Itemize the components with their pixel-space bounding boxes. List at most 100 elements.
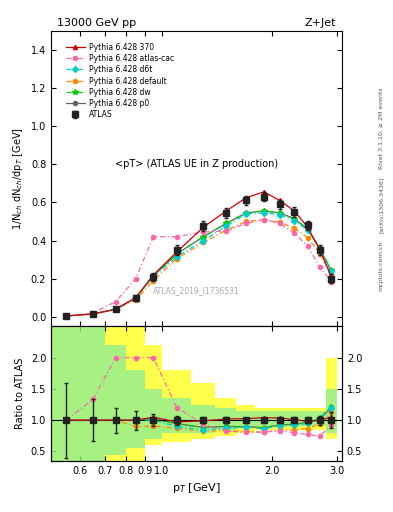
Line: Pythia 6.428 atlas-cac: Pythia 6.428 atlas-cac xyxy=(64,218,333,318)
Pythia 6.428 dw xyxy=(244,210,248,216)
Pythia 6.428 dw xyxy=(329,267,334,273)
Bar xyxy=(287,408,301,430)
Bar xyxy=(255,411,272,426)
Bar xyxy=(80,327,105,461)
Bar xyxy=(326,389,337,433)
Pythia 6.428 370 xyxy=(244,195,248,201)
Pythia 6.428 370 xyxy=(277,198,282,204)
Bar xyxy=(326,358,337,439)
Pythia 6.428 atlas-cac xyxy=(277,220,282,226)
Pythia 6.428 p0 xyxy=(329,268,334,274)
Pythia 6.428 dw xyxy=(305,226,310,232)
Bar xyxy=(191,382,215,439)
Pythia 6.428 d6t xyxy=(329,268,334,274)
Pythia 6.428 default xyxy=(201,240,206,246)
Bar xyxy=(301,408,314,430)
Pythia 6.428 p0 xyxy=(151,273,156,279)
X-axis label: p$_T$ [GeV]: p$_T$ [GeV] xyxy=(172,481,221,495)
Bar xyxy=(51,327,80,461)
Bar xyxy=(237,404,255,433)
Pythia 6.428 p0 xyxy=(305,226,310,232)
Pythia 6.428 dw xyxy=(318,245,322,251)
Pythia 6.428 default xyxy=(90,311,95,317)
Pythia 6.428 atlas-cac xyxy=(305,243,310,249)
Pythia 6.428 p0 xyxy=(174,251,179,257)
Pythia 6.428 370 xyxy=(90,311,95,317)
Bar xyxy=(126,370,145,449)
Pythia 6.428 dw xyxy=(224,220,229,226)
Pythia 6.428 p0 xyxy=(318,246,322,252)
Line: Pythia 6.428 dw: Pythia 6.428 dw xyxy=(64,208,334,318)
Pythia 6.428 p0 xyxy=(261,208,266,214)
Pythia 6.428 atlas-cac xyxy=(224,228,229,234)
Pythia 6.428 370 xyxy=(329,274,334,280)
Bar xyxy=(126,327,145,461)
Pythia 6.428 d6t xyxy=(174,254,179,260)
Pythia 6.428 370 xyxy=(292,208,297,214)
Pythia 6.428 dw xyxy=(64,313,69,319)
Pythia 6.428 370 xyxy=(174,249,179,255)
Pythia 6.428 default xyxy=(64,313,69,319)
Pythia 6.428 default xyxy=(244,219,248,225)
Pythia 6.428 default xyxy=(318,251,322,257)
Pythia 6.428 370 xyxy=(261,189,266,195)
Bar xyxy=(272,408,287,430)
Bar xyxy=(314,408,326,430)
Pythia 6.428 dw xyxy=(90,311,95,317)
Pythia 6.428 default xyxy=(292,225,297,231)
Text: Rivet 3.1.10, ≥ 2M events: Rivet 3.1.10, ≥ 2M events xyxy=(379,87,384,169)
Text: mcplots.cern.ch: mcplots.cern.ch xyxy=(379,241,384,291)
Bar xyxy=(80,327,105,461)
Bar xyxy=(105,345,126,455)
Pythia 6.428 d6t xyxy=(277,212,282,218)
Pythia 6.428 p0 xyxy=(113,306,118,312)
Pythia 6.428 d6t xyxy=(64,313,69,319)
Line: Pythia 6.428 d6t: Pythia 6.428 d6t xyxy=(64,211,333,318)
Pythia 6.428 default xyxy=(113,306,118,312)
Legend: Pythia 6.428 370, Pythia 6.428 atlas-cac, Pythia 6.428 d6t, Pythia 6.428 default: Pythia 6.428 370, Pythia 6.428 atlas-cac… xyxy=(64,40,176,122)
Bar xyxy=(272,411,287,426)
Text: ATLAS_2019_I1736531: ATLAS_2019_I1736531 xyxy=(153,286,240,295)
Pythia 6.428 p0 xyxy=(244,210,248,216)
Bar xyxy=(301,411,314,426)
Bar xyxy=(145,345,162,445)
Y-axis label: Ratio to ATLAS: Ratio to ATLAS xyxy=(15,358,25,429)
Pythia 6.428 dw xyxy=(113,306,118,312)
Pythia 6.428 d6t xyxy=(133,295,138,301)
Pythia 6.428 d6t xyxy=(90,311,95,317)
Pythia 6.428 370 xyxy=(318,247,322,253)
Pythia 6.428 atlas-cac xyxy=(113,298,118,305)
Pythia 6.428 370 xyxy=(113,306,118,312)
Bar xyxy=(215,408,237,430)
Pythia 6.428 atlas-cac xyxy=(329,279,334,285)
Pythia 6.428 dw xyxy=(174,251,179,257)
Pythia 6.428 atlas-cac xyxy=(90,310,95,316)
Pythia 6.428 370 xyxy=(224,208,229,214)
Line: Pythia 6.428 p0: Pythia 6.428 p0 xyxy=(64,209,333,318)
Pythia 6.428 default xyxy=(224,227,229,233)
Pythia 6.428 d6t xyxy=(261,210,266,216)
Bar xyxy=(145,389,162,439)
Pythia 6.428 default xyxy=(174,255,179,262)
Pythia 6.428 p0 xyxy=(90,311,95,317)
Pythia 6.428 atlas-cac xyxy=(64,313,69,319)
Pythia 6.428 atlas-cac xyxy=(292,230,297,236)
Pythia 6.428 dw xyxy=(292,216,297,222)
Bar xyxy=(287,411,301,426)
Pythia 6.428 default xyxy=(277,219,282,225)
Pythia 6.428 d6t xyxy=(224,223,229,229)
Bar xyxy=(215,398,237,436)
Pythia 6.428 p0 xyxy=(201,233,206,240)
Y-axis label: 1/N$_{ch}$ dN$_{ch}$/dp$_T$ [GeV]: 1/N$_{ch}$ dN$_{ch}$/dp$_T$ [GeV] xyxy=(11,127,25,230)
Pythia 6.428 p0 xyxy=(64,313,69,319)
Pythia 6.428 370 xyxy=(201,224,206,230)
Pythia 6.428 370 xyxy=(64,313,69,319)
Pythia 6.428 370 xyxy=(151,272,156,278)
Bar xyxy=(51,327,80,461)
Bar xyxy=(314,411,326,426)
Pythia 6.428 370 xyxy=(305,224,310,230)
Pythia 6.428 p0 xyxy=(133,295,138,301)
Pythia 6.428 atlas-cac xyxy=(174,233,179,240)
Pythia 6.428 dw xyxy=(261,208,266,214)
Pythia 6.428 p0 xyxy=(277,210,282,216)
